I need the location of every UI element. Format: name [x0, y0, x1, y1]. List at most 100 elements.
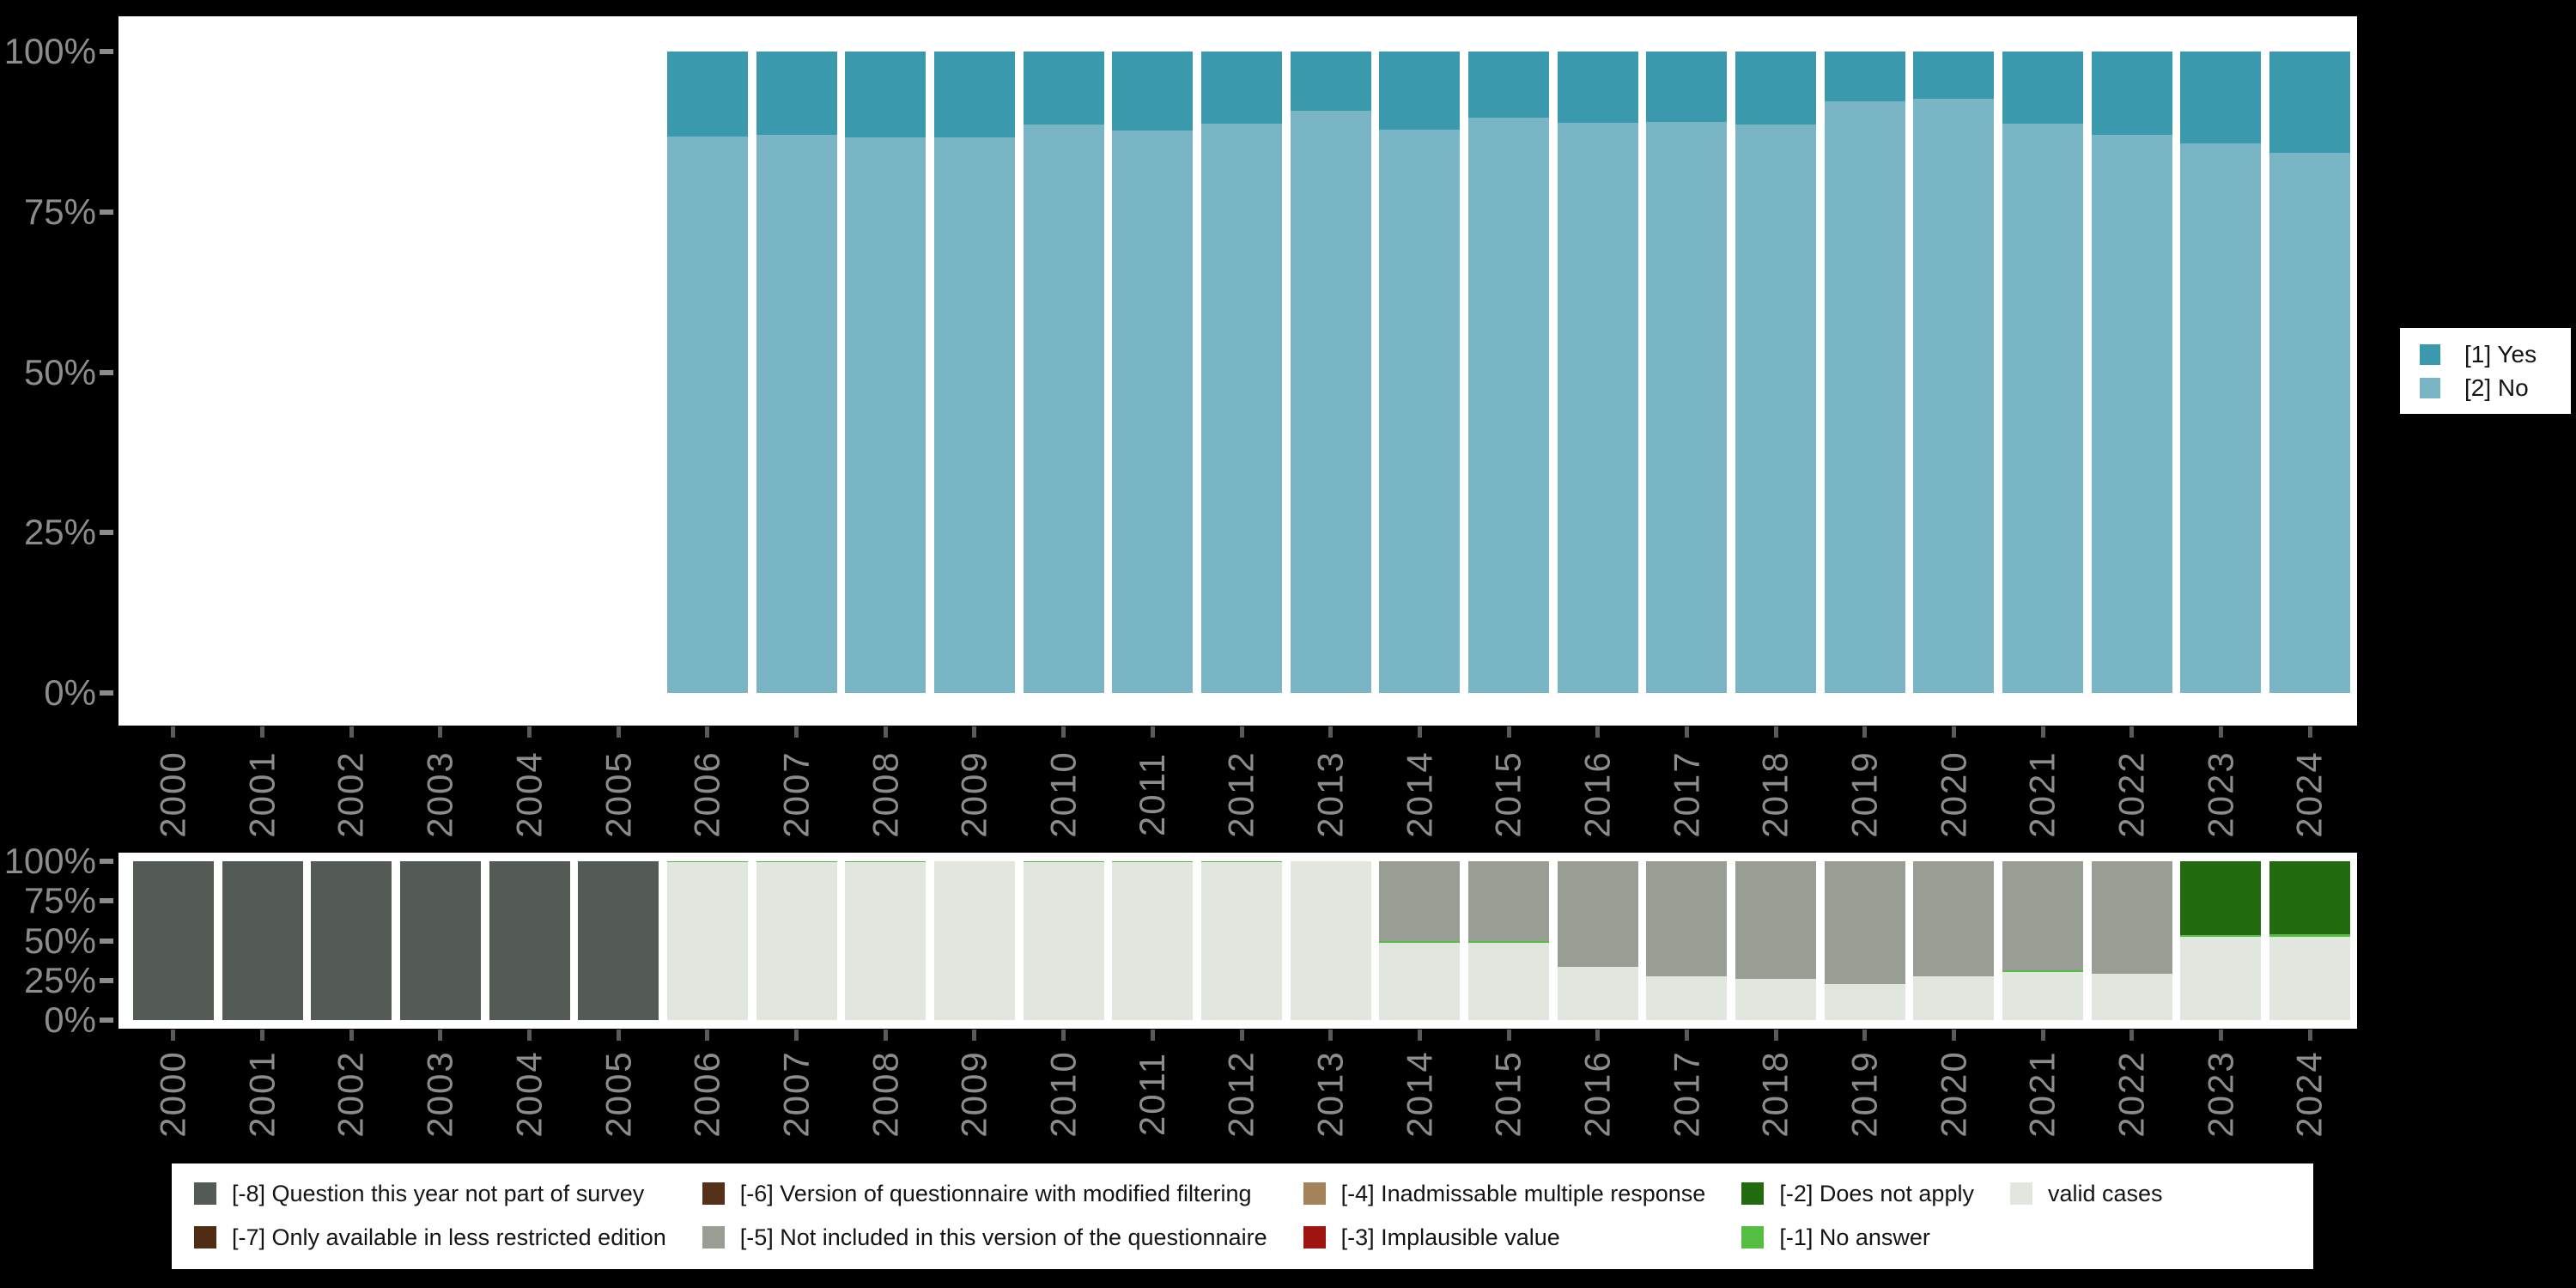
legend-label: [-2] Does not apply [1779, 1180, 1974, 1206]
legend-label: [2] No [2464, 374, 2529, 401]
segment-valid [845, 862, 927, 1020]
segment-no [756, 135, 837, 693]
segment-no [1112, 130, 1194, 693]
segment-valid [1379, 943, 1461, 1020]
segment-valid [1824, 984, 1905, 1020]
segment-no [1824, 100, 1905, 693]
bar-2014 [1379, 861, 1461, 1020]
x-axis-tick [1506, 726, 1511, 738]
bar-2015 [1468, 52, 1550, 693]
segment-m1 [2269, 933, 2351, 938]
segment-no [2091, 135, 2172, 693]
x-axis-tick [1684, 1030, 1689, 1041]
legend-item-m2: [-2] Does not apply [1741, 1176, 1974, 1212]
legend-label: [-7] Only available in less restricted e… [232, 1224, 666, 1250]
segment-no [845, 137, 927, 693]
segment-no [1023, 125, 1104, 693]
x-axis-tick [1061, 726, 1066, 738]
segment-m1 [2002, 970, 2084, 973]
legend-item-m6: [-6] Version of questionnaire with modif… [702, 1176, 1267, 1212]
y-axis-tick [100, 49, 113, 54]
segment-m5 [1468, 861, 1550, 942]
bar-2019 [1824, 52, 1905, 693]
segment-valid [756, 862, 837, 1020]
bar-2017 [1646, 861, 1728, 1020]
y-axis-tick [100, 1018, 113, 1023]
segment-m1 [1023, 861, 1104, 863]
segment-m1 [845, 861, 927, 863]
legend-item-m1: [-1] No answer [1741, 1219, 1974, 1255]
y-axis-tick [100, 690, 113, 696]
x-axis-tick [1862, 726, 1868, 738]
segment-m1 [756, 861, 837, 863]
segment-no [1379, 130, 1461, 693]
x-axis-tick [2307, 1030, 2312, 1041]
bar-2022 [2091, 52, 2172, 693]
y-axis-tick [100, 977, 113, 983]
x-axis-tick [616, 1030, 621, 1041]
segment-yes [1112, 52, 1194, 131]
segment-m1 [1112, 861, 1194, 863]
x-axis-tick [171, 726, 176, 738]
y-axis-tick [100, 898, 113, 904]
segment-valid [2002, 972, 2084, 1020]
m3-swatch [1303, 1226, 1326, 1249]
bar-2008 [845, 52, 927, 693]
segment-m2 [2269, 861, 2351, 934]
x-axis-tick [1595, 726, 1601, 738]
segment-valid [2180, 937, 2262, 1020]
legend-label: [-4] Inadmissable multiple response [1340, 1180, 1706, 1206]
bar-2017 [1646, 52, 1728, 693]
segment-no [1646, 122, 1728, 693]
y-axis-label: 75% [23, 880, 96, 921]
bar-2013 [1290, 861, 1371, 1020]
segment-no [666, 137, 748, 693]
x-axis-tick [1951, 1030, 1956, 1041]
bar-2005 [578, 861, 659, 1020]
y-axis-label: 100% [3, 31, 96, 71]
segment-yes [1824, 52, 1905, 101]
no-swatch [2420, 377, 2440, 398]
response-legend: [1] Yes [2] No [2400, 328, 2571, 414]
bar-2011 [1112, 52, 1194, 693]
segment-valid [1112, 862, 1194, 1020]
segment-m2 [2180, 861, 2262, 935]
legend-column: valid cases [2009, 1176, 2163, 1212]
x-axis-tick [1417, 1030, 1422, 1041]
bar-2014 [1379, 52, 1461, 693]
m7-swatch [194, 1226, 216, 1249]
bar-2012 [1201, 52, 1282, 693]
x-axis-tick [438, 1030, 443, 1041]
legend-label: [-5] Not included in this version of the… [739, 1224, 1267, 1250]
segment-valid [666, 862, 748, 1020]
segment-valid [933, 861, 1015, 1020]
year-label: 2024 [2289, 1050, 2330, 1138]
segment-no [1913, 99, 1995, 693]
segment-no [933, 137, 1015, 693]
bar-2024 [2269, 861, 2351, 1020]
bar-2002 [311, 861, 392, 1020]
segment-valid [2269, 937, 2351, 1020]
segment-m5 [1557, 861, 1638, 967]
legend-label: valid cases [2047, 1180, 2163, 1206]
x-axis-tick [1506, 1030, 1511, 1041]
bar-2001 [222, 861, 303, 1020]
segment-m5 [1913, 861, 1995, 976]
segment-yes [1913, 52, 1995, 100]
x-axis-tick [1328, 1030, 1334, 1041]
bar-2022 [2091, 861, 2172, 1020]
m4-swatch [1303, 1182, 1326, 1205]
x-axis-tick [1595, 1030, 1601, 1041]
x-axis-tick [794, 726, 799, 738]
bar-2018 [1735, 861, 1817, 1020]
bar-2019 [1824, 861, 1905, 1020]
bar-2011 [1112, 861, 1194, 1020]
segment-no [2002, 123, 2084, 693]
segment-m5 [2002, 861, 2084, 971]
segment-yes [1201, 52, 1282, 125]
y-axis-tick [100, 938, 113, 944]
x-axis-tick [2307, 726, 2312, 738]
legend-label: [-1] No answer [1779, 1224, 1930, 1250]
